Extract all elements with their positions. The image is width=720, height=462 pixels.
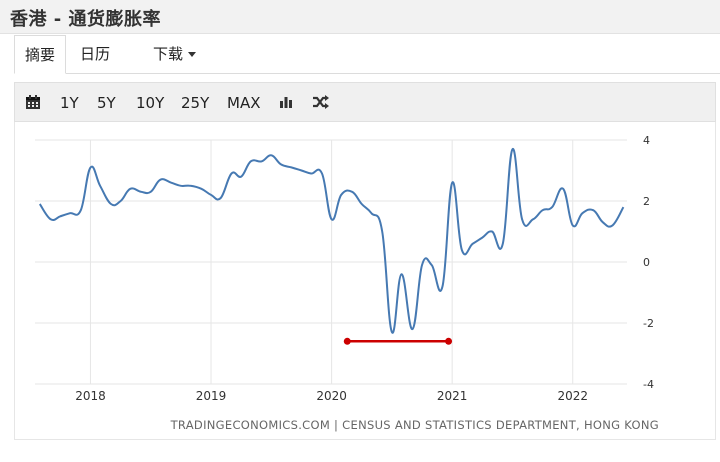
calendar-icon[interactable] xyxy=(25,94,41,112)
y-tick-label: 0 xyxy=(643,256,650,269)
x-tick-label: 2022 xyxy=(557,389,588,403)
chart-panel: 4 2 0 -2 -4 2018 2019 2020 2021 2022 TRADINGECONO… xyxy=(14,122,716,440)
tab-calendar[interactable]: 日历 xyxy=(80,45,111,63)
x-tick-label: 2018 xyxy=(75,389,106,403)
y-tick-label: -4 xyxy=(643,378,654,391)
range-1y-button[interactable]: 1Y xyxy=(60,94,79,112)
page-title: 香港 - 通货膨胀率 xyxy=(10,9,162,30)
inflation-line-chart: 4 2 0 -2 -4 2018 2019 2020 2021 2022 xyxy=(35,134,654,403)
y-tick-label: 4 xyxy=(643,134,650,147)
y-tick-label: 2 xyxy=(643,195,650,208)
tab-download[interactable]: 下载 xyxy=(153,35,197,74)
tab-download-label: 下载 xyxy=(153,45,184,63)
x-tick-label: 2021 xyxy=(437,389,468,403)
annotation-end-marker xyxy=(445,337,453,345)
chevron-down-icon xyxy=(188,52,197,57)
tab-summary[interactable]: 摘要 xyxy=(14,35,66,74)
title-bar: 香港 - 通货膨胀率 xyxy=(0,0,720,34)
inflation-series-line xyxy=(38,148,625,334)
chart-toolbar: 1Y 5Y 10Y 25Y MAX xyxy=(14,82,716,122)
y-tick-label: -2 xyxy=(643,317,654,330)
range-25y-button[interactable]: 25Y xyxy=(181,94,210,112)
range-10y-button[interactable]: 10Y xyxy=(136,94,165,112)
shuffle-icon[interactable] xyxy=(312,94,330,112)
range-max-button[interactable]: MAX xyxy=(227,94,261,112)
chart-source: TRADINGECONOMICS.COM | CENSUS AND STATIS… xyxy=(170,418,659,432)
x-tick-label: 2020 xyxy=(316,389,347,403)
x-tick-label: 2019 xyxy=(196,389,227,403)
tab-bar: 摘要 日历 下载 xyxy=(14,35,720,74)
range-5y-button[interactable]: 5Y xyxy=(97,94,116,112)
bar-chart-icon[interactable] xyxy=(279,95,293,111)
annotation-start-marker xyxy=(343,337,351,345)
